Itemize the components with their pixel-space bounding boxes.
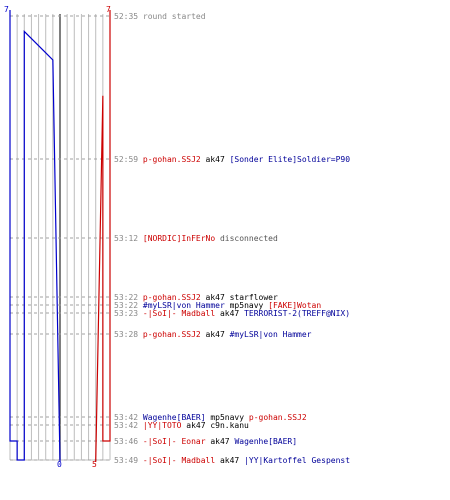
event-text-part: #myLSR|von Hammer — [230, 330, 312, 339]
event-text-part: ak47 c9n.kanu — [181, 421, 249, 430]
event-row: 53:42 Wagenhe[BAER] mp5navy p-gohan.SSJ2 — [114, 413, 307, 422]
team-red-alive-line — [95, 10, 111, 463]
event-row: 53:46 -|SoI|- Eonar ak47 Wagenhe[BAER] — [114, 437, 297, 446]
event-time: 52:35 — [114, 12, 143, 21]
team-blue-alive-line — [9, 10, 61, 463]
right-top-count-label: 7 — [106, 5, 111, 14]
event-text-part: -|SoI|- Eonar — [143, 437, 206, 446]
event-text-part: ak47 — [206, 437, 235, 446]
event-row: 53:22 #myLSR|von Hammer mp5navy [FAKE]Wo… — [114, 301, 321, 310]
event-text-part: [NORDIC]InFErNo — [143, 234, 215, 243]
event-text-part: Wagenhe[BAER] — [143, 413, 206, 422]
event-text-part: ak47 — [201, 155, 230, 164]
event-text-part: ak47 — [215, 309, 244, 318]
event-text-part: p-gohan.SSJ2 — [143, 293, 201, 302]
event-time: 53:46 — [114, 437, 143, 446]
event-text-part: [Sonder Elite]Soldier=P90 — [230, 155, 351, 164]
event-row: 53:22 p-gohan.SSJ2 ak47 starflower — [114, 293, 278, 302]
event-text-part: p-gohan.SSJ2 — [143, 330, 201, 339]
event-row: 53:49 -|SoI|- Madball ak47 |YY|Kartoffel… — [114, 456, 350, 465]
event-time: 53:12 — [114, 234, 143, 243]
event-text-part: p-gohan.SSJ2 — [249, 413, 307, 422]
bottom-right-count-label: 5 — [92, 460, 97, 469]
event-time: 53:49 — [114, 456, 143, 465]
event-row: 52:35 round started — [114, 12, 206, 21]
event-row: 53:28 p-gohan.SSJ2 ak47 #myLSR|von Hamme… — [114, 330, 312, 339]
event-text-part: Wagenhe[BAER] — [234, 437, 297, 446]
event-text-part: disconnected — [215, 234, 278, 243]
event-time: 53:22 — [114, 301, 143, 310]
event-row: 53:23 -|SoI|- Madball ak47 TERRORIST-2(T… — [114, 309, 350, 318]
event-time: 53:42 — [114, 413, 143, 422]
event-text-part: p-gohan.SSJ2 — [143, 155, 201, 164]
event-text-part: -|SoI|- Madball — [143, 456, 215, 465]
event-text-part: [FAKE]Wotan — [268, 301, 321, 310]
event-text-part: #myLSR|von Hammer — [143, 301, 225, 310]
event-time: 53:22 — [114, 293, 143, 302]
event-text-part: ak47 — [201, 330, 230, 339]
event-time: 53:23 — [114, 309, 143, 318]
event-time: 53:42 — [114, 421, 143, 430]
event-time: 52:59 — [114, 155, 143, 164]
event-text-part: |YY|TOTO — [143, 421, 182, 430]
event-text-part: -|SoI|- Madball — [143, 309, 215, 318]
event-row: 53:42 |YY|TOTO ak47 c9n.kanu — [114, 421, 249, 430]
event-text-part: |YY|Kartoffel Gespenst — [244, 456, 350, 465]
event-text-part: ak47 starflower — [201, 293, 278, 302]
left-top-count-label: 7 — [4, 5, 9, 14]
event-row: 52:59 p-gohan.SSJ2 ak47 [Sonder Elite]So… — [114, 155, 350, 164]
event-text-part: mp5navy — [206, 413, 249, 422]
bottom-left-count-label: 0 — [57, 460, 62, 469]
event-text-part: mp5navy — [225, 301, 268, 310]
event-row: 53:12 [NORDIC]InFErNo disconnected — [114, 234, 278, 243]
event-text-part: ak47 — [215, 456, 244, 465]
event-text-part: round started — [143, 12, 206, 21]
event-time: 53:28 — [114, 330, 143, 339]
event-text-part: TERRORIST-2(TREFF@NIX) — [244, 309, 350, 318]
